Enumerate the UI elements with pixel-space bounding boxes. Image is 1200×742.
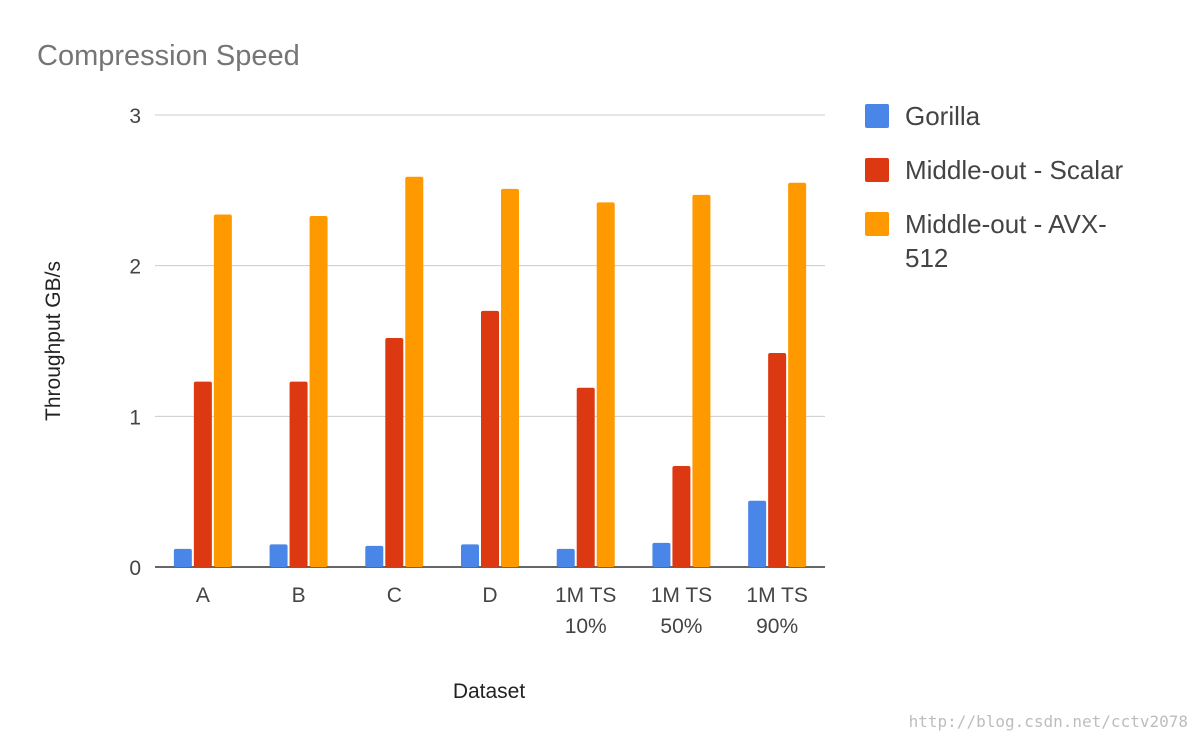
y-axis-title: Throughput GB/s bbox=[42, 261, 65, 421]
bar-middle-out-avx-512-4 bbox=[596, 202, 615, 568]
x-tick-label: 1M TS 50% bbox=[651, 584, 712, 638]
legend-label: Middle-out - Scalar bbox=[905, 155, 1124, 185]
chart-title: Compression Speed bbox=[37, 40, 300, 72]
bar-gorilla-3 bbox=[461, 544, 479, 567]
bar-middle-out-avx-512-2 bbox=[405, 176, 424, 568]
y-tick-label: 3 bbox=[129, 105, 141, 128]
bar-middle-out-avx-512-6 bbox=[788, 182, 807, 568]
x-tick-label: C bbox=[387, 584, 402, 607]
y-tick-label: 0 bbox=[129, 557, 141, 580]
legend-swatch bbox=[865, 212, 889, 236]
y-tick-labels: 0 1 2 3 bbox=[129, 105, 141, 580]
bars bbox=[173, 176, 807, 568]
bar-gorilla-0 bbox=[173, 548, 192, 567]
legend-item-middle-out-avx-512: Middle-out - AVX-512 bbox=[865, 209, 1107, 273]
bar-middle-out-scalar-2 bbox=[385, 337, 404, 567]
bar-middle-out-avx-512-5 bbox=[692, 194, 711, 567]
legend-item-gorilla: Gorilla bbox=[865, 101, 981, 131]
legend-item-middle-out-scalar: Middle-out - Scalar bbox=[865, 155, 1124, 185]
bar-middle-out-scalar-3 bbox=[481, 310, 499, 567]
bar-middle-out-scalar-0 bbox=[193, 381, 212, 567]
bar-gorilla-5 bbox=[652, 542, 671, 567]
legend-swatch bbox=[865, 158, 889, 182]
bar-middle-out-avx-512-0 bbox=[213, 214, 232, 567]
x-tick-labels: A B C D 1M TS 10% 1M TS 50% 1M TS 90% bbox=[196, 584, 808, 638]
bar-gorilla-2 bbox=[365, 545, 384, 567]
y-tick-label: 1 bbox=[129, 406, 141, 429]
bar-middle-out-avx-512-1 bbox=[309, 215, 328, 568]
bar-middle-out-scalar-1 bbox=[289, 381, 308, 567]
x-tick-label: 1M TS 90% bbox=[746, 584, 807, 638]
bar-gorilla-4 bbox=[556, 548, 575, 567]
x-tick-label: A bbox=[196, 584, 210, 607]
x-tick-label: D bbox=[482, 584, 497, 607]
x-axis-title: Dataset bbox=[453, 680, 526, 703]
legend-label: Middle-out - AVX-512 bbox=[905, 209, 1107, 273]
legend: Gorilla Middle-out - Scalar Middle-out - A… bbox=[865, 101, 1124, 273]
x-tick-label: 1M TS 10% bbox=[555, 584, 616, 638]
x-tick-label: B bbox=[292, 584, 306, 607]
bar-middle-out-scalar-5 bbox=[672, 466, 691, 567]
legend-label: Gorilla bbox=[905, 101, 981, 131]
y-tick-label: 2 bbox=[129, 256, 141, 279]
watermark: http://blog.csdn.net/cctv2078 bbox=[909, 712, 1188, 731]
bar-gorilla-6 bbox=[748, 500, 767, 567]
legend-swatch bbox=[865, 104, 889, 128]
bar-middle-out-avx-512-3 bbox=[501, 188, 519, 567]
bar-gorilla-1 bbox=[269, 544, 288, 567]
bar-middle-out-scalar-6 bbox=[768, 353, 787, 567]
bar-middle-out-scalar-4 bbox=[576, 387, 595, 567]
